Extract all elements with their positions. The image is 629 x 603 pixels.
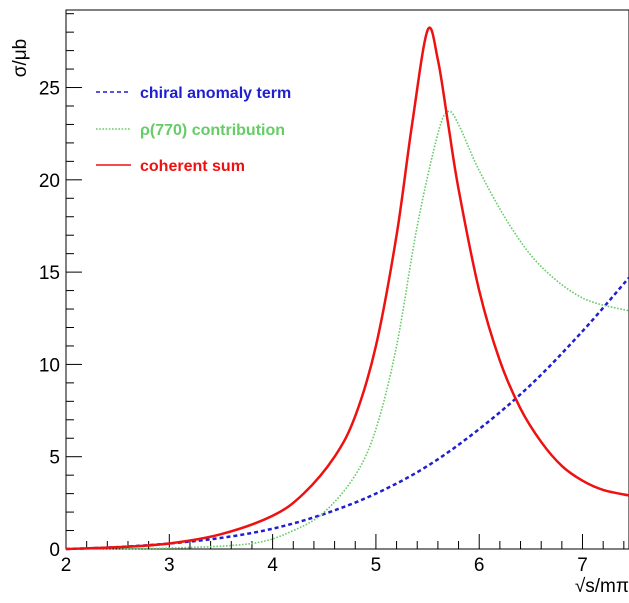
legend: chiral anomaly term ρ(770) contribution co… [96,85,291,175]
series-line-2 [65,110,629,550]
y-tick-label: 25 [39,79,60,100]
x-tick-label: 5 [371,555,382,576]
x-tick-label: 3 [164,555,175,576]
axis-ticks: 2 3 4 5 6 7 0 5 10 15 20 25 [39,13,625,576]
x-tick-label: 4 [267,555,278,576]
series-line-3 [65,26,629,551]
y-tick-label: 15 [39,263,60,284]
x-axis-title: √s/mπ [575,576,629,597]
series-1 [65,276,629,551]
legend-label-1: chiral anomaly term [140,85,291,102]
x-tick-label: 6 [474,555,485,576]
x-tick-label: 2 [61,555,72,576]
y-tick-label: 10 [39,355,60,376]
y-tick-label: 5 [49,448,60,469]
legend-label-2: ρ(770) contribution [140,122,285,139]
y-axis-title: σ/μb [10,39,31,78]
y-tick-label: 0 [49,540,60,561]
series-line-1 [65,276,629,551]
series-layer [65,26,629,551]
y-tick-label: 20 [39,171,60,192]
plot-frame [65,9,629,550]
series-2 [65,110,629,550]
x-tick-label: 7 [577,555,588,576]
legend-label-3: coherent sum [140,158,245,175]
series-3 [65,26,629,551]
